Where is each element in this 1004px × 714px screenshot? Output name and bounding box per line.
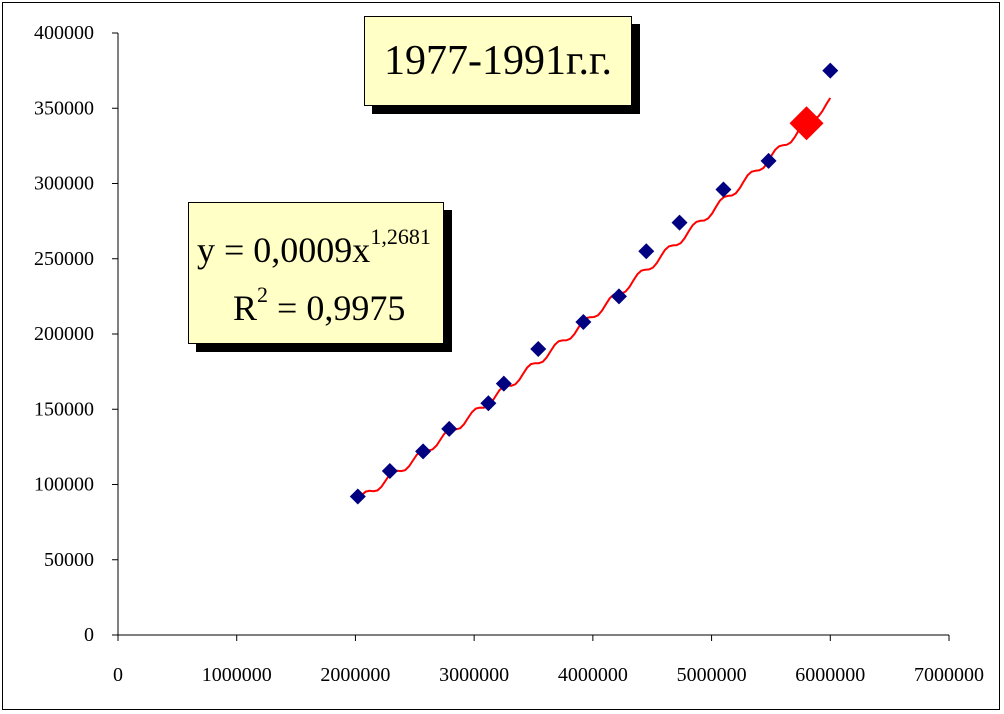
x-tick-label: 7000000 [914, 664, 984, 686]
data-point [381, 462, 398, 479]
data-point [480, 395, 497, 412]
chart-title: 1977-1991г.г. [384, 38, 612, 84]
y-tick-label: 100000 [34, 474, 94, 496]
x-tick-label: 1000000 [202, 664, 272, 686]
y-tick-label: 200000 [34, 323, 94, 345]
x-axis-ticks: 0 1000000 2000000 3000000 4000000 5000000 6000… [113, 635, 984, 686]
y-tick-label: 350000 [34, 97, 94, 119]
data-point [760, 152, 777, 169]
y-tick-label: 0 [84, 624, 94, 646]
y-tick-label: 150000 [34, 398, 94, 420]
trendline [356, 97, 832, 502]
equation-line: y = 0,0009x1,2681 [197, 224, 431, 271]
data-point [530, 341, 547, 358]
chart-title-box: 1977-1991г.г. [364, 16, 632, 106]
data-point [822, 62, 839, 79]
data-point [415, 443, 432, 460]
y-axis-ticks: 0 50000 100000 150000 200000 250000 300000 3500… [34, 22, 118, 646]
data-point [575, 313, 592, 330]
data-point [610, 288, 627, 305]
data-point [715, 181, 732, 198]
data-point [671, 214, 688, 231]
x-tick-label: 3000000 [439, 664, 509, 686]
x-tick-label: 6000000 [795, 664, 865, 686]
data-point [495, 375, 512, 392]
data-point [638, 243, 655, 260]
data-points [349, 62, 839, 505]
y-tick-label: 250000 [34, 248, 94, 270]
equation-exponent: 1,2681 [370, 224, 431, 249]
x-tick-label: 4000000 [558, 664, 628, 686]
data-point [349, 488, 366, 505]
x-tick-label: 5000000 [677, 664, 747, 686]
trendline-group [356, 97, 832, 502]
data-point [441, 420, 458, 437]
x-tick-label: 0 [113, 664, 123, 686]
y-tick-label: 50000 [44, 549, 94, 571]
r-squared-line: R2 = 0,9975 [233, 282, 406, 329]
x-tick-label: 2000000 [320, 664, 390, 686]
y-tick-label: 300000 [34, 173, 94, 195]
y-tick-label: 400000 [34, 22, 94, 44]
r-squared-value: = 0,9975 [268, 288, 406, 328]
highlight-point [789, 106, 824, 141]
r-squared-exponent: 2 [257, 282, 269, 307]
equation-box: y = 0,0009x1,2681 R2 = 0,9975 [188, 202, 444, 344]
r-squared-symbol: R [233, 288, 258, 328]
equation-text: y = 0,0009x [197, 230, 371, 270]
